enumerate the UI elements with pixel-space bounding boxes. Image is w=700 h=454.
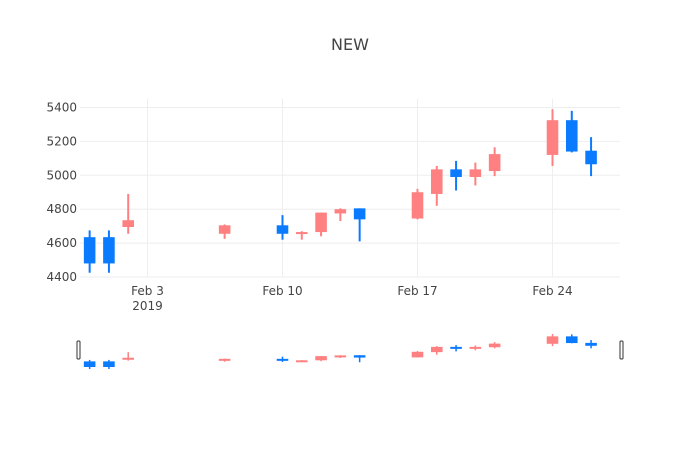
candle[interactable] [103, 230, 115, 273]
candle[interactable] [276, 215, 289, 240]
candle-body [353, 208, 366, 220]
slider-candle [546, 334, 559, 347]
slider-candle-body [353, 355, 366, 358]
y-tick-label: 4600 [46, 236, 77, 250]
candle-body [334, 209, 347, 214]
slider-candle [488, 342, 501, 349]
candle[interactable] [566, 110, 578, 153]
candle-body [411, 192, 424, 219]
y-tick-label: 5200 [46, 134, 77, 148]
candle-body [450, 169, 462, 177]
candle-body [276, 225, 289, 234]
slider-candle-body [83, 361, 96, 368]
candle-body [122, 220, 134, 227]
candle[interactable] [122, 193, 134, 234]
slider-candle-body [566, 336, 578, 344]
slider-candle-body [296, 360, 308, 363]
chart-title: NEW [331, 35, 369, 54]
range-slider[interactable] [76, 334, 624, 369]
range-slider-left-handle[interactable] [76, 340, 81, 360]
slider-candle [450, 345, 462, 352]
slider-candle-body [431, 346, 443, 353]
candle-body [83, 237, 96, 264]
y-axis: 4400 4600 4800 5000 5200 5400 [46, 100, 77, 284]
range-slider-right-handle[interactable] [619, 340, 624, 360]
candle-body [546, 120, 559, 155]
candle[interactable] [488, 147, 501, 177]
slider-candle [296, 360, 308, 363]
y-tick-label: 4800 [46, 202, 77, 216]
candle-body [103, 237, 115, 264]
candle-body [585, 150, 597, 165]
slider-candle [353, 355, 366, 363]
candle-body [469, 169, 482, 177]
x-tick-sublabel: 2019 [132, 299, 163, 313]
slider-candle [411, 351, 424, 358]
slider-candle-body [315, 356, 327, 361]
candle[interactable] [411, 188, 424, 220]
slider-candle [315, 356, 327, 362]
slider-candle [103, 359, 115, 369]
candle[interactable] [334, 208, 347, 222]
slider-candle-body [411, 351, 424, 358]
slider-candle-body [469, 346, 482, 349]
candle[interactable] [450, 160, 462, 191]
y-tick-label: 4400 [46, 270, 77, 284]
slider-candle-body [218, 358, 231, 361]
candle[interactable] [315, 212, 327, 237]
candle[interactable] [218, 224, 231, 239]
slider-candle [334, 355, 347, 358]
slider-candle-body [450, 346, 462, 349]
candle[interactable] [296, 231, 308, 240]
slider-candle [469, 345, 482, 351]
slider-candle-body [103, 361, 115, 368]
candle-body [431, 169, 443, 194]
y-tick-label: 5000 [46, 168, 77, 182]
slider-candle [566, 334, 578, 344]
candle[interactable] [83, 230, 96, 273]
slider-candle [276, 356, 289, 362]
slider-candle-body [585, 342, 597, 346]
candle[interactable] [585, 137, 597, 177]
candle[interactable] [546, 109, 559, 166]
candle[interactable] [353, 208, 366, 242]
slider-candle-body [122, 357, 134, 360]
x-tick-label: Feb 17 [397, 284, 437, 298]
candle-body [315, 212, 327, 233]
x-tick-label: Feb 10 [262, 284, 302, 298]
slider-candle [122, 352, 134, 361]
candle[interactable] [431, 165, 443, 206]
slider-candle-body [276, 358, 289, 361]
candle-body [488, 154, 501, 172]
x-tick-label: Feb 3 [131, 284, 164, 298]
x-tick-label: Feb 24 [532, 284, 572, 298]
candle-body [566, 120, 578, 152]
slider-candle [83, 359, 96, 369]
slider-candle-body [546, 336, 559, 344]
slider-candle [431, 346, 443, 355]
y-tick-label: 5400 [46, 100, 77, 114]
slider-candle-body [488, 343, 501, 348]
slider-candle [585, 339, 597, 349]
grid [80, 99, 620, 278]
candle[interactable] [469, 162, 482, 186]
slider-candle [218, 358, 231, 362]
candle-body [218, 225, 231, 234]
candles[interactable] [83, 109, 597, 273]
candle-body [296, 232, 308, 235]
slider-candle-body [334, 355, 347, 358]
